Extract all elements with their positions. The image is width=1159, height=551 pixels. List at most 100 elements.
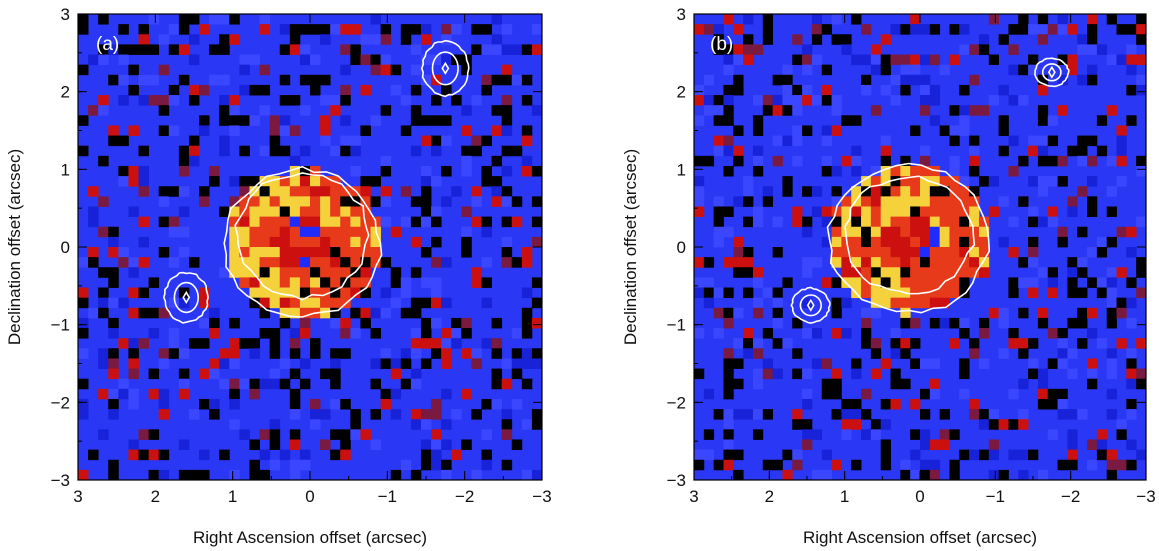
heatmap-cell <box>1136 155 1147 167</box>
heatmap-cell <box>299 226 311 238</box>
heatmap-cell <box>851 155 862 167</box>
heatmap-cell <box>949 206 960 218</box>
heatmap-cell <box>98 388 109 400</box>
heatmap-cell <box>772 338 783 349</box>
heatmap-cell <box>743 409 754 420</box>
heatmap-cell <box>420 328 432 339</box>
heatmap-cell <box>929 24 941 35</box>
heatmap-cell <box>380 196 392 207</box>
heatmap-cell <box>851 115 862 126</box>
heatmap-cell <box>259 469 271 481</box>
heatmap-cell <box>128 307 139 319</box>
heatmap-cell <box>320 257 331 268</box>
heatmap-cell <box>289 247 301 258</box>
heatmap-cell <box>733 125 744 136</box>
heatmap-cell <box>108 297 119 309</box>
heatmap-cell <box>890 165 901 177</box>
heatmap-cell <box>259 247 271 258</box>
heatmap-cell <box>861 429 872 440</box>
heatmap-cell <box>259 429 271 440</box>
heatmap-cell <box>978 409 990 420</box>
heatmap-cell <box>1067 145 1078 157</box>
heatmap-cell <box>782 277 793 288</box>
heatmap-cell <box>713 206 724 218</box>
heatmap-cell <box>1126 54 1137 66</box>
heatmap-cell <box>431 439 442 451</box>
heatmap-cell <box>188 257 200 268</box>
heatmap-cell <box>831 459 842 471</box>
heatmap-cell <box>320 439 331 451</box>
heatmap-cell <box>772 307 783 319</box>
heatmap-cell <box>870 277 882 288</box>
heatmap-cell <box>969 398 980 410</box>
heatmap-cell <box>929 459 941 471</box>
heatmap-cell <box>733 257 744 268</box>
heatmap-cell <box>1087 34 1098 45</box>
heatmap-cell <box>920 257 931 268</box>
heatmap-cell <box>1067 24 1078 35</box>
heatmap-cell <box>743 338 754 349</box>
heatmap-cell <box>269 125 281 136</box>
heatmap-cell <box>861 409 872 420</box>
heatmap-cell <box>310 74 321 86</box>
heatmap-cell <box>239 54 250 66</box>
heatmap-cell <box>431 409 442 420</box>
heatmap-cell <box>920 439 931 451</box>
heatmap-cell <box>138 338 150 349</box>
heatmap-cell <box>1126 459 1137 471</box>
heatmap-cell <box>178 226 190 238</box>
heatmap-cell <box>821 155 832 167</box>
heatmap-cell <box>441 358 452 369</box>
heatmap-cell <box>1126 317 1137 329</box>
heatmap-cell <box>1047 176 1058 187</box>
heatmap-cell <box>861 257 872 268</box>
heatmap-cell <box>188 145 200 157</box>
heatmap-cell <box>723 115 734 126</box>
heatmap-cell <box>501 95 513 106</box>
heatmap-cell <box>370 64 382 76</box>
heatmap-cell <box>733 145 744 157</box>
heatmap-cell <box>723 165 734 177</box>
heatmap-cell <box>118 297 129 309</box>
heatmap-cell <box>88 186 99 197</box>
heatmap-cell <box>870 105 882 116</box>
heatmap-cell <box>1126 115 1137 126</box>
heatmap-cell <box>723 409 734 420</box>
heatmap-cell <box>802 95 813 106</box>
heatmap-cell <box>219 267 230 278</box>
heatmap-cell <box>229 196 240 207</box>
heatmap-cell <box>1116 24 1127 35</box>
heatmap-cell <box>259 277 271 288</box>
heatmap-cell <box>330 186 341 197</box>
heatmap-cell <box>420 196 432 207</box>
heatmap-cell <box>259 257 271 268</box>
heatmap-cell <box>340 145 351 157</box>
heatmap-cell <box>1037 105 1049 116</box>
y-tick-label: 3 <box>61 5 70 24</box>
heatmap-cell <box>890 54 901 66</box>
heatmap-cell <box>128 64 139 76</box>
heatmap-cell <box>959 24 970 35</box>
heatmap-cell <box>1047 398 1058 410</box>
heatmap-cell <box>723 459 734 471</box>
heatmap-cell <box>239 186 250 197</box>
heatmap-cell <box>821 165 832 177</box>
heatmap-cell <box>870 206 882 218</box>
heatmap-cell <box>959 257 970 268</box>
heatmap-cell <box>841 419 852 430</box>
heatmap-cell <box>340 236 351 248</box>
heatmap-cell <box>390 469 402 481</box>
heatmap-cell <box>851 368 862 380</box>
heatmap-cell <box>138 257 150 268</box>
heatmap-cell <box>792 95 803 106</box>
heatmap-cell <box>209 328 220 339</box>
heatmap-cell <box>1067 54 1078 66</box>
x-tick-label: 3 <box>689 487 698 506</box>
heatmap-cell <box>249 297 260 309</box>
heatmap-cell <box>920 247 931 258</box>
heatmap-cell <box>299 449 311 461</box>
heatmap-cell <box>880 165 891 177</box>
heatmap-cell <box>1116 176 1127 187</box>
heatmap-cell <box>431 348 442 359</box>
x-tick-label: 2 <box>151 487 160 506</box>
